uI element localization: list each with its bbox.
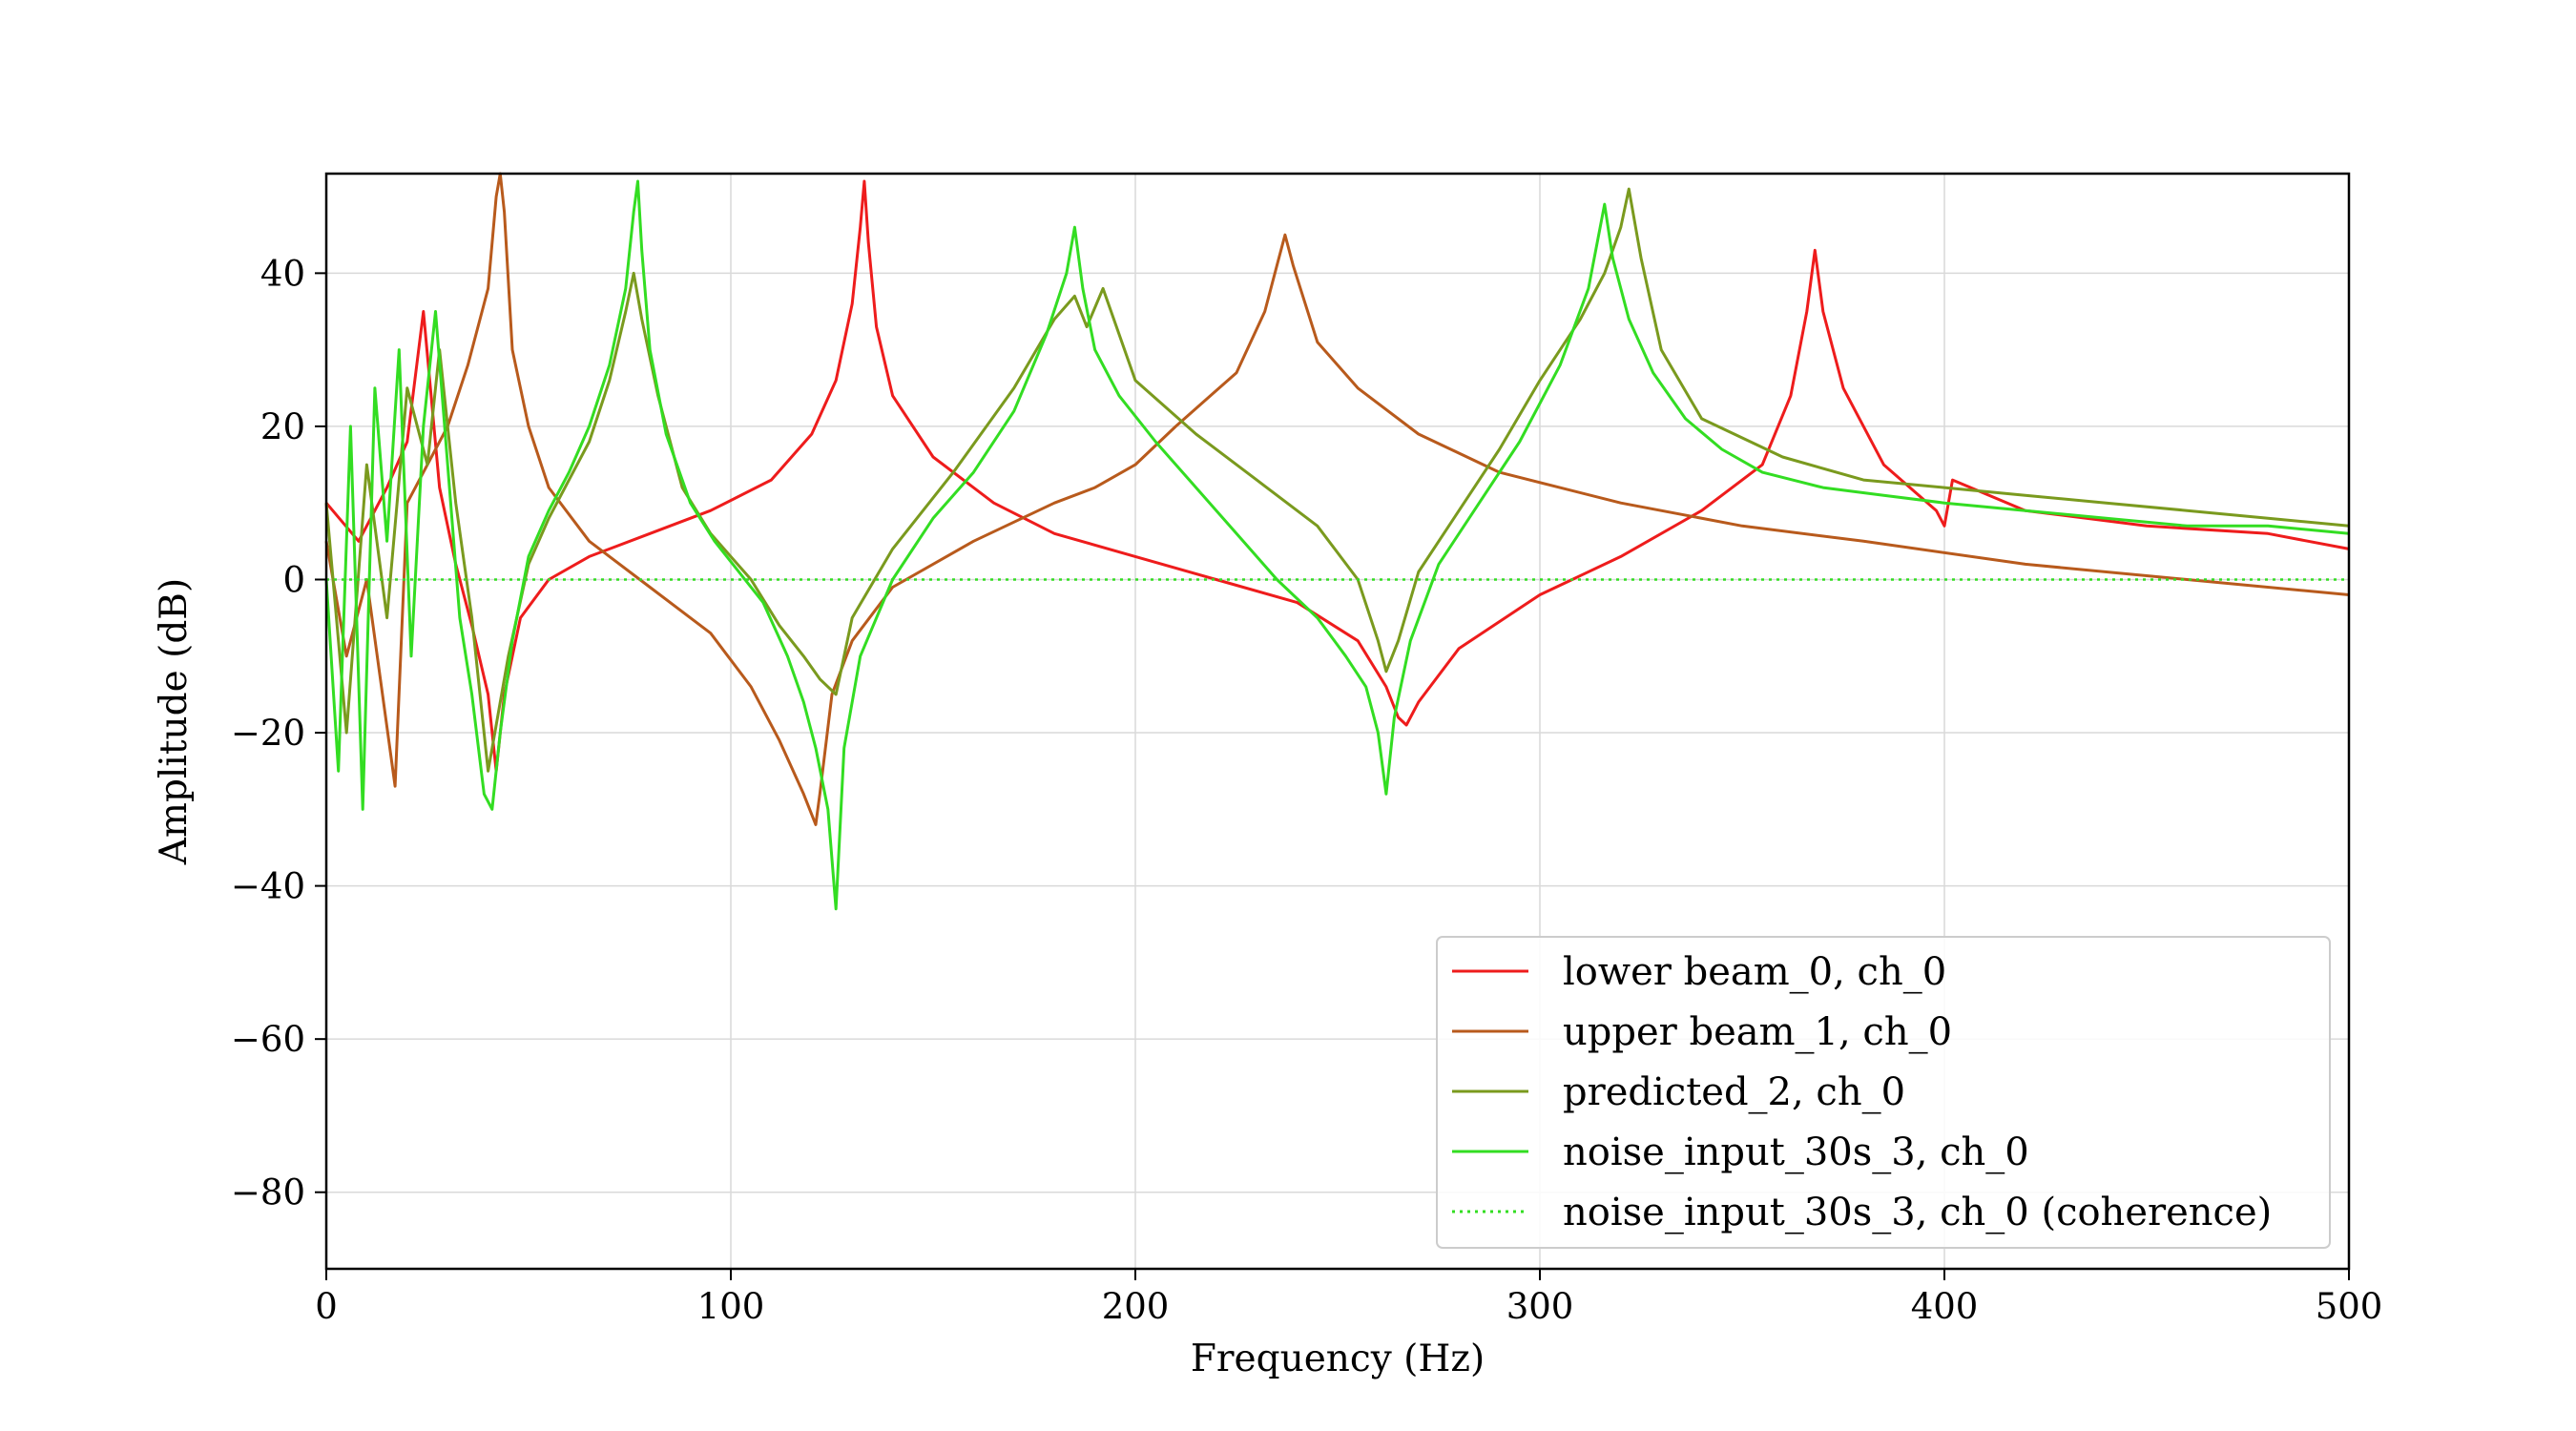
legend-label-2: predicted_2, ch_0 xyxy=(1563,1070,1905,1114)
x-axis: 0 100 200 300 400 500 xyxy=(315,1269,2382,1327)
x-tick-label: 0 xyxy=(315,1286,338,1327)
y-tick-label: 20 xyxy=(260,406,305,447)
y-axis-label: Amplitude (dB) xyxy=(153,578,196,865)
y-tick-label: 0 xyxy=(282,559,305,600)
y-tick-label: −20 xyxy=(231,713,305,754)
x-axis-label: Frequency (Hz) xyxy=(1191,1338,1485,1380)
x-tick-label: 100 xyxy=(697,1286,765,1327)
legend-label-3: noise_input_30s_3, ch_0 xyxy=(1563,1130,2029,1174)
y-tick-label: −40 xyxy=(231,866,305,907)
series-layer xyxy=(324,172,2350,911)
legend-label-0: lower beam_0, ch_0 xyxy=(1563,950,1946,994)
y-tick-label: −80 xyxy=(231,1172,305,1213)
x-tick-label: 300 xyxy=(1506,1286,1574,1327)
x-tick-label: 500 xyxy=(2316,1286,2383,1327)
y-axis: −80 −60 −40 −20 0 20 40 xyxy=(231,253,326,1213)
plot-frame xyxy=(324,172,2351,1271)
legend-label-1: upper beam_1, ch_0 xyxy=(1563,1010,1952,1054)
x-tick-label: 200 xyxy=(1102,1286,1170,1327)
y-tick-label: 40 xyxy=(260,253,305,294)
series-line-3 xyxy=(324,179,2350,911)
legend-label-4: noise_input_30s_3, ch_0 (coherence) xyxy=(1563,1191,2272,1234)
x-tick-label: 400 xyxy=(1911,1286,1979,1327)
series-line-1 xyxy=(324,172,2350,826)
legend-box xyxy=(1436,936,2331,1249)
y-tick-label: −60 xyxy=(231,1019,305,1060)
